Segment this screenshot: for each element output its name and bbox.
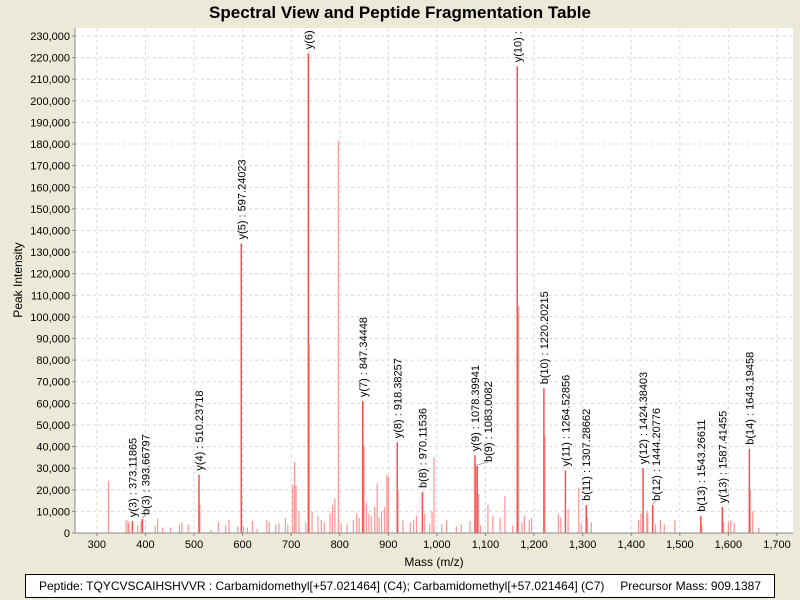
peak-label: b(13) : 1543.26611 xyxy=(696,420,708,512)
x-axis-label: Mass (m/z) xyxy=(404,555,463,569)
y-axis-label: Peak Intensity xyxy=(11,242,25,317)
y-tick-label: 130,000 xyxy=(30,247,70,259)
peak-label: y(11) : 1264.52856 xyxy=(560,375,572,467)
y-tick-label: 100,000 xyxy=(30,312,70,324)
x-tick-label: 800 xyxy=(331,539,349,551)
peak-label: y(4) : 510.23718 xyxy=(194,391,206,471)
x-tick-label: 1,000 xyxy=(423,539,451,551)
x-tick-label: 1,400 xyxy=(617,539,645,551)
peak-label: y(3) : 373.11865 xyxy=(127,438,139,517)
peak-labels: y(3) : 373.11865 b(3) : 393.66797 y(4) : 5… xyxy=(127,22,756,519)
peak-label: y(7) : 847.34448 xyxy=(358,317,370,397)
label-leader-line xyxy=(652,500,657,505)
peak-label: y(5) : 597.24023 xyxy=(236,159,248,239)
y-tick-label: 210,000 xyxy=(30,74,70,86)
x-ticks: 300 400 500 600 700 800 900 1,000 1,100 1,200 1,30… xyxy=(88,533,791,551)
plot-area xyxy=(75,28,793,533)
y-tick-label: 190,000 xyxy=(30,117,70,129)
y-tick-label: 90,000 xyxy=(36,334,70,346)
y-tick-label: 110,000 xyxy=(31,290,70,302)
peak-label: y(13) : 1587.41455 xyxy=(717,411,729,503)
peak-label: y(6) : xyxy=(303,24,315,49)
y-tick-label: 220,000 xyxy=(30,53,70,65)
y-tick-label: 160,000 xyxy=(30,182,70,194)
x-tick-label: 600 xyxy=(233,539,251,551)
y-tick-label: 180,000 xyxy=(30,139,70,151)
y-tick-label: 10,000 xyxy=(36,506,70,518)
y-tick-label: 60,000 xyxy=(36,398,70,410)
x-tick-label: 1,600 xyxy=(715,539,743,551)
y-tick-label: 140,000 xyxy=(30,225,70,237)
x-tick-label: 500 xyxy=(185,539,203,551)
y-ticks: 0 10,000 20,000 30,000 40,000 50,000 60,000 70,… xyxy=(30,31,75,540)
peak-label: b(8) : 970.11536 xyxy=(417,408,429,488)
y-tick-label: 150,000 xyxy=(30,204,70,216)
y-tick-label: 70,000 xyxy=(36,377,70,389)
peak-label: b(11) : 1307.28662 xyxy=(581,409,593,501)
peak-label: b(3) : 393.66797 xyxy=(140,434,152,515)
peak-label: y(10) : 1 xyxy=(512,22,524,62)
chart-title: Spectral View and Peptide Fragmentation … xyxy=(209,3,591,22)
y-tick-label: 0 xyxy=(64,528,70,540)
y-tick-label: 80,000 xyxy=(36,355,70,367)
peak-label: y(8) : 918.38257 xyxy=(392,358,404,438)
y-tick-label: 30,000 xyxy=(36,463,70,475)
label-leader-line xyxy=(477,461,489,466)
x-tick-label: 1,200 xyxy=(520,539,548,551)
x-tick-label: 700 xyxy=(282,539,300,551)
peak-label: y(12) : 1424.38403 xyxy=(638,372,650,464)
y-tick-label: 170,000 xyxy=(30,161,70,173)
grid xyxy=(75,28,793,534)
y-tick-label: 230,000 xyxy=(30,31,70,43)
y-tick-label: 40,000 xyxy=(36,442,70,454)
y-tick-label: 200,000 xyxy=(30,96,70,108)
peptide-info-box: Peptide: TQYCVSCAIHSHVVR : Carbamidometh… xyxy=(25,574,775,598)
y-tick-label: 20,000 xyxy=(36,485,70,497)
peak-label: b(10) : 1220.20215 xyxy=(539,291,551,384)
y-tick-label: 50,000 xyxy=(36,420,70,432)
peak-label: b(12) : 1444.20776 xyxy=(651,408,663,501)
x-tick-label: 1,300 xyxy=(569,539,597,551)
peak-label: y(9) : 1078.39941 xyxy=(470,365,482,451)
x-tick-label: 1,700 xyxy=(763,539,791,551)
peak-label: b(14) : 1643.19458 xyxy=(744,352,756,445)
label-leader-line xyxy=(142,514,146,519)
peaks xyxy=(107,53,760,533)
x-tick-label: 300 xyxy=(88,539,106,551)
peak-label: b(9) : 1083.0082 xyxy=(483,381,495,462)
x-tick-label: 900 xyxy=(379,539,397,551)
x-tick-label: 1,500 xyxy=(666,539,694,551)
y-tick-label: 120,000 xyxy=(30,269,70,281)
x-tick-label: 400 xyxy=(136,539,154,551)
peptide-sequence: Peptide: TQYCVSCAIHSHVVR : Carbamidometh… xyxy=(39,579,605,593)
x-tick-label: 1,100 xyxy=(472,539,500,551)
precursor-mass: Precursor Mass: 909.1387 xyxy=(620,579,761,593)
